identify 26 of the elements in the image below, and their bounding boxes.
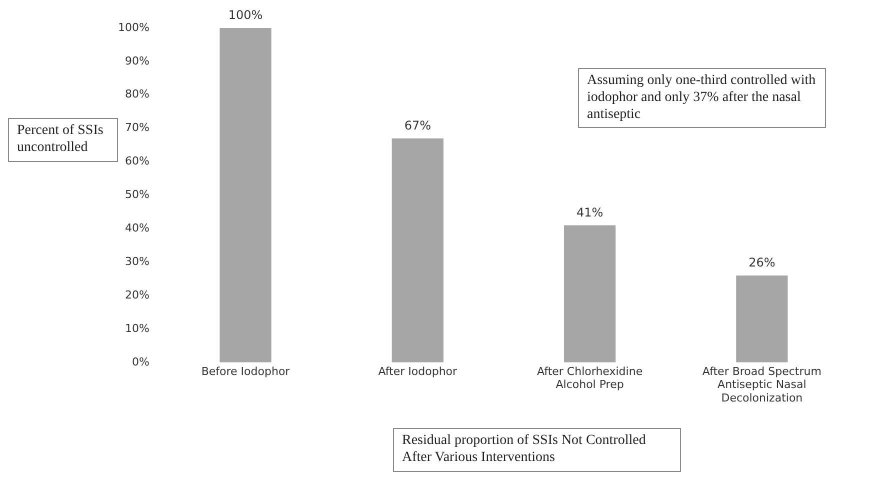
y-tick-label: 50%: [124, 188, 150, 202]
y-tick-label: 10%: [124, 322, 150, 335]
data-label: 41%: [576, 205, 604, 220]
text: Residual proportion of SSIs Not Controlled After Various Interventions: [393, 428, 681, 472]
data-label: 26%: [748, 256, 776, 270]
x-tick-label: After Iodophor: [378, 364, 458, 378]
annotation: Assuming only one-third controlled with iodophor and only 37% after the nasal antiseptic: [578, 68, 826, 128]
y-tick-label: 60%: [124, 154, 150, 168]
x-tick-label: After Broad Spectrum Antiseptic Nasal Decolonization: [702, 364, 822, 404]
data-label: 67%: [404, 118, 431, 132]
bar: [736, 275, 788, 362]
y-axis-title: Percent of SSIs uncontrolled: [8, 118, 118, 162]
y-tick-label: 70%: [124, 121, 150, 134]
y-tick-label: 30%: [124, 254, 150, 268]
y-tick-label: 20%: [124, 288, 150, 302]
bar: [220, 28, 272, 362]
x-tick-label: After Chlorhexidine Alcohol Prep: [537, 364, 643, 392]
bar: [564, 225, 616, 362]
y-tick-label: 80%: [124, 88, 150, 101]
x-tick-label: Before Iodophor: [201, 364, 290, 378]
data-label: 100%: [228, 8, 263, 22]
y-tick-label: 100%: [118, 20, 150, 34]
bar: [392, 138, 444, 362]
y-tick-label: 90%: [124, 54, 150, 68]
y-tick-label: 0%: [132, 355, 150, 368]
y-tick-label: 40%: [124, 222, 150, 234]
